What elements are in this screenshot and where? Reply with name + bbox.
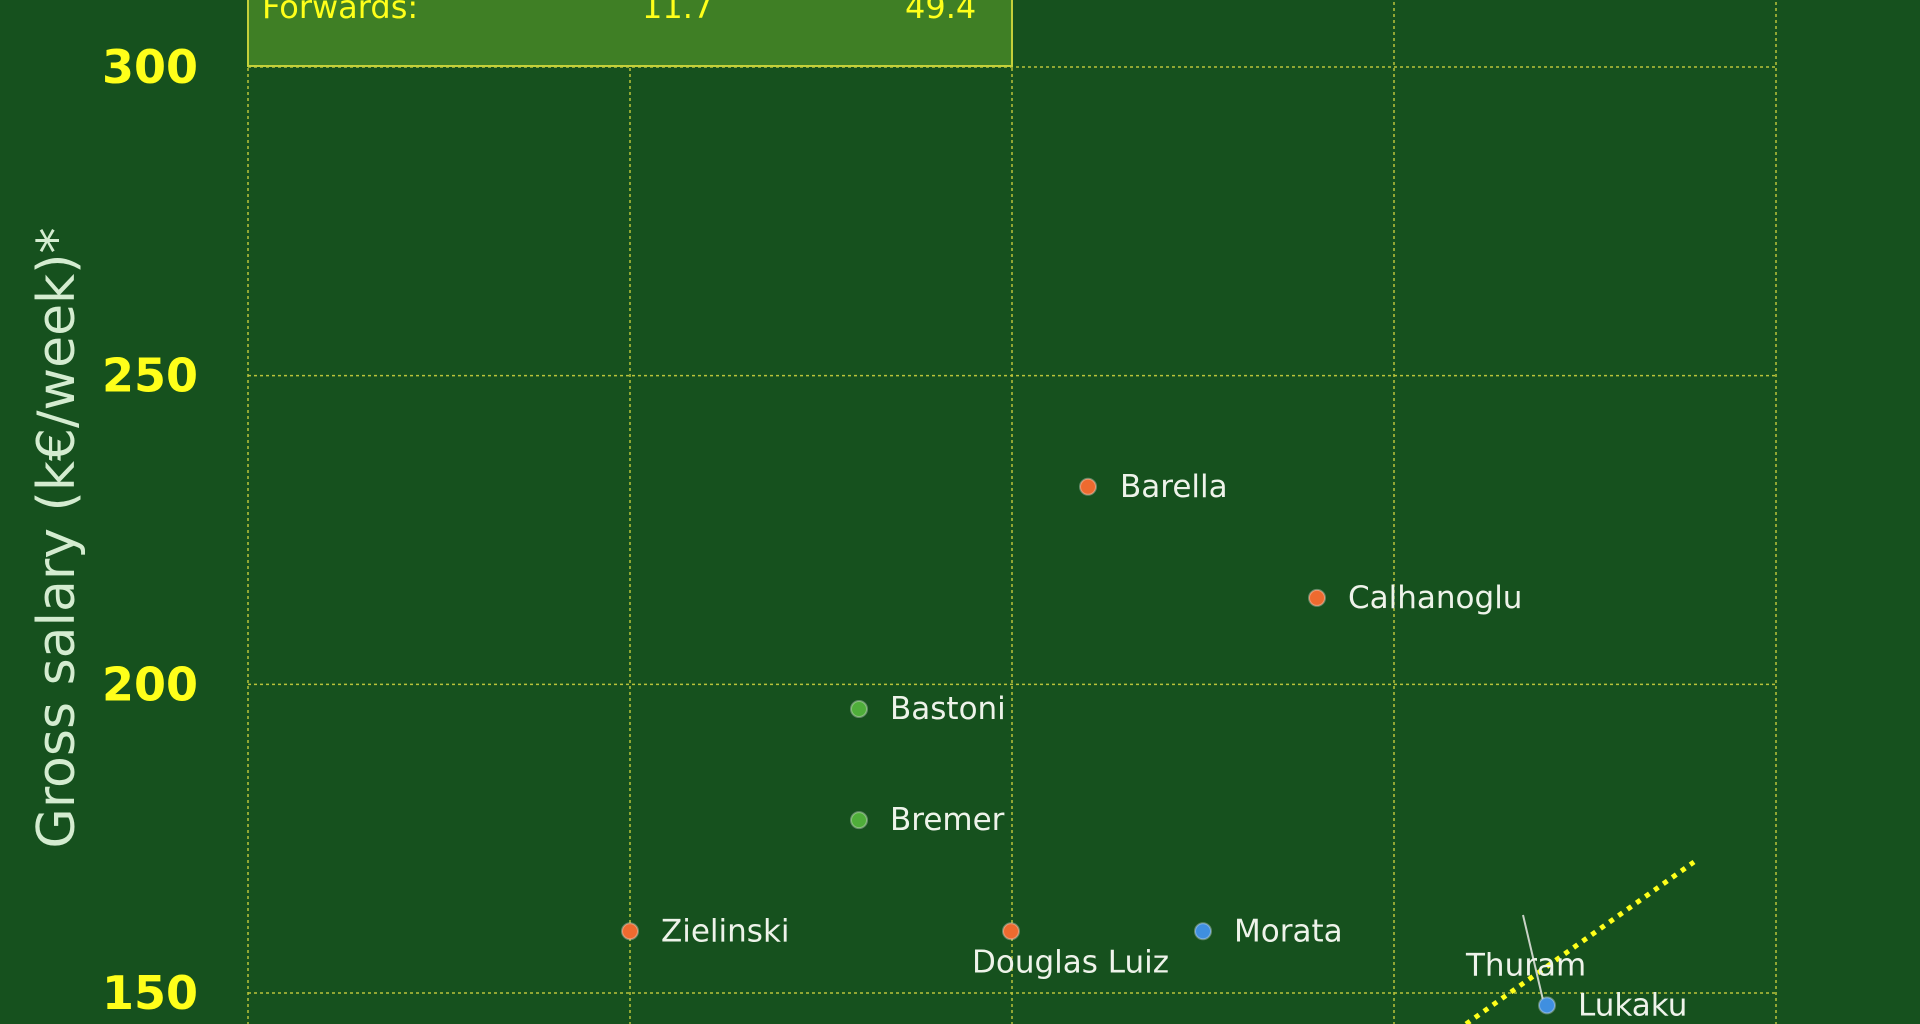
point-label-calhanoglu: Calhanoglu (1348, 580, 1522, 616)
data-point-calhanoglu (1308, 588, 1326, 607)
data-point-bastoni (850, 700, 868, 719)
summary-box: Forwards: 11.7 49.4 (247, 0, 1013, 67)
data-points: Barella Calhanoglu Bastoni Bremer Zielinski D… (621, 469, 1687, 1023)
point-label-lukaku: Lukaku (1578, 987, 1687, 1023)
point-label-bastoni: Bastoni (890, 691, 1006, 727)
data-point-barella (1079, 477, 1097, 496)
point-label-thuram: Thuram (1465, 947, 1586, 983)
data-point-lukaku (1538, 996, 1556, 1015)
y-axis-label: Gross salary (k€/week)* (27, 228, 87, 849)
point-label-morata: Morata (1234, 913, 1343, 949)
y-axis-ticks: 150 200 250 300 (102, 40, 198, 1020)
data-point-douglas-luiz (1002, 922, 1020, 941)
summary-value-1: 11.7 (642, 0, 713, 26)
data-point-bremer (850, 811, 868, 830)
data-point-zielinski (621, 922, 639, 941)
y-tick-label: 150 (102, 966, 198, 1020)
summary-box-background (247, 0, 1013, 67)
summary-row-label: Forwards: (262, 0, 418, 26)
point-label-barella: Barella (1120, 469, 1228, 505)
y-tick-label: 200 (102, 657, 198, 711)
point-label-douglas-luiz: Douglas Luiz (972, 944, 1169, 980)
point-label-bremer: Bremer (890, 802, 1005, 838)
grid-lines (247, 0, 1777, 1024)
trend-line (1464, 859, 1696, 1024)
y-tick-label: 250 (102, 349, 198, 403)
y-tick-label: 300 (102, 40, 198, 94)
thuram-leader-line (1522, 914, 1544, 1001)
point-label-zielinski: Zielinski (661, 913, 790, 949)
data-point-morata (1194, 922, 1212, 941)
summary-value-2: 49.4 (905, 0, 976, 26)
